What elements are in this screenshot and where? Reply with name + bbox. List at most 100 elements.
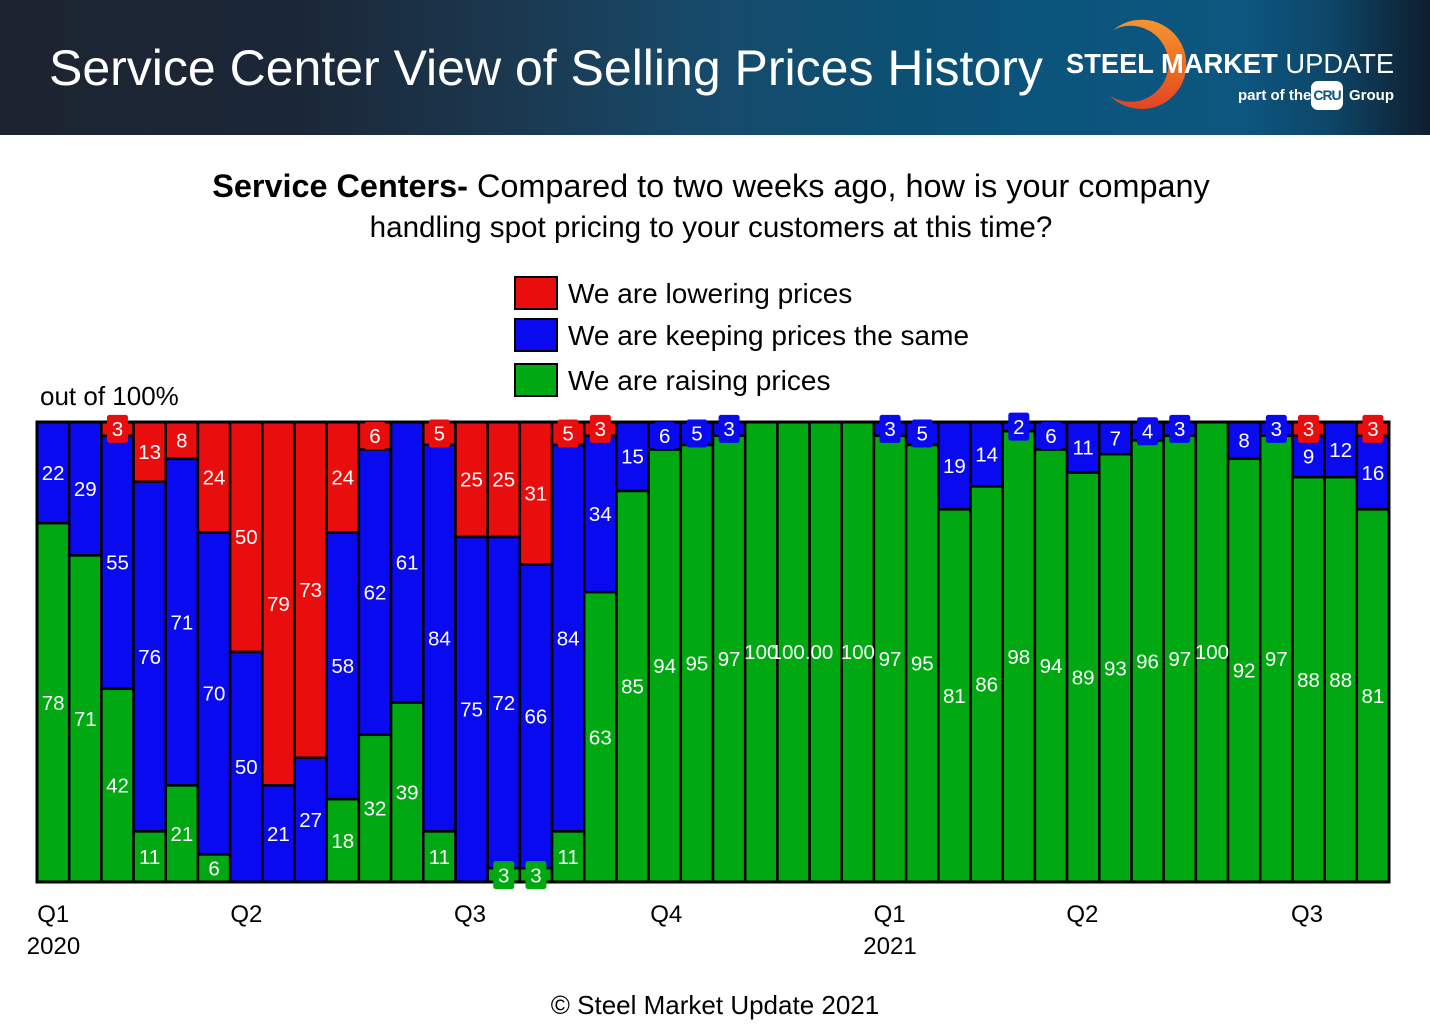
svg-text:61: 61 xyxy=(396,552,419,575)
svg-text:62: 62 xyxy=(364,581,387,604)
svg-text:81: 81 xyxy=(943,685,966,708)
svg-text:24: 24 xyxy=(331,466,354,489)
svg-text:79: 79 xyxy=(267,593,290,616)
svg-text:42: 42 xyxy=(106,775,129,798)
svg-text:6: 6 xyxy=(659,425,670,448)
svg-text:84: 84 xyxy=(557,627,580,650)
svg-text:Q2: Q2 xyxy=(230,901,262,928)
svg-text:76: 76 xyxy=(138,646,161,669)
svg-text:5: 5 xyxy=(917,423,928,446)
svg-text:100: 100 xyxy=(1195,641,1229,664)
svg-text:Q2: Q2 xyxy=(1066,901,1098,928)
svg-text:21: 21 xyxy=(267,823,290,846)
svg-text:89: 89 xyxy=(1072,667,1095,690)
svg-text:3: 3 xyxy=(530,864,541,887)
svg-text:6: 6 xyxy=(208,857,219,880)
svg-text:92: 92 xyxy=(1233,660,1256,683)
svg-text:81: 81 xyxy=(1361,685,1384,708)
svg-text:71: 71 xyxy=(74,708,97,731)
svg-text:97: 97 xyxy=(1168,648,1191,671)
svg-text:72: 72 xyxy=(492,692,515,715)
svg-text:3: 3 xyxy=(1271,418,1282,441)
svg-text:3: 3 xyxy=(723,418,734,441)
svg-text:66: 66 xyxy=(525,706,548,729)
svg-text:11: 11 xyxy=(139,846,160,869)
svg-text:15: 15 xyxy=(621,446,644,469)
svg-text:39: 39 xyxy=(396,782,419,805)
svg-text:98: 98 xyxy=(1007,646,1030,669)
svg-text:Q3: Q3 xyxy=(1291,901,1323,928)
svg-text:29: 29 xyxy=(74,478,97,501)
svg-text:14: 14 xyxy=(975,443,998,466)
svg-text:86: 86 xyxy=(975,673,998,696)
svg-text:3: 3 xyxy=(498,864,509,887)
svg-text:3: 3 xyxy=(1367,418,1378,441)
svg-text:95: 95 xyxy=(911,653,934,676)
svg-text:3: 3 xyxy=(595,418,606,441)
svg-text:50: 50 xyxy=(235,756,258,779)
svg-text:5: 5 xyxy=(562,423,573,446)
svg-text:88: 88 xyxy=(1297,669,1320,692)
svg-text:3: 3 xyxy=(1174,418,1185,441)
svg-text:6: 6 xyxy=(369,425,380,448)
svg-text:8: 8 xyxy=(1238,430,1249,453)
svg-text:16: 16 xyxy=(1361,462,1384,485)
svg-text:8: 8 xyxy=(176,430,187,453)
svg-text:2020: 2020 xyxy=(27,933,80,960)
svg-text:19: 19 xyxy=(943,455,966,478)
svg-text:73: 73 xyxy=(299,579,322,602)
svg-text:84: 84 xyxy=(428,627,451,650)
svg-text:Q1: Q1 xyxy=(874,901,906,928)
svg-text:100: 100 xyxy=(841,641,875,664)
svg-text:9: 9 xyxy=(1303,446,1314,469)
svg-text:13: 13 xyxy=(138,441,161,464)
svg-text:31: 31 xyxy=(525,483,548,506)
svg-text:93: 93 xyxy=(1104,657,1127,680)
svg-text:85: 85 xyxy=(621,676,644,699)
svg-text:27: 27 xyxy=(299,809,322,832)
svg-text:6: 6 xyxy=(1045,425,1056,448)
svg-text:18: 18 xyxy=(331,830,354,853)
svg-text:95: 95 xyxy=(685,653,708,676)
svg-text:4: 4 xyxy=(1142,420,1153,443)
svg-text:3: 3 xyxy=(112,418,123,441)
svg-text:97: 97 xyxy=(879,648,902,671)
svg-text:55: 55 xyxy=(106,552,129,575)
svg-text:25: 25 xyxy=(492,469,515,492)
svg-text:58: 58 xyxy=(331,655,354,678)
svg-text:70: 70 xyxy=(203,683,226,706)
svg-text:11: 11 xyxy=(1073,437,1094,460)
svg-text:Q4: Q4 xyxy=(650,901,682,928)
svg-text:5: 5 xyxy=(691,423,702,446)
svg-text:100: 100 xyxy=(744,641,778,664)
svg-text:97: 97 xyxy=(718,648,741,671)
svg-text:7: 7 xyxy=(1110,427,1121,450)
svg-text:2: 2 xyxy=(1013,416,1024,439)
svg-text:94: 94 xyxy=(653,655,676,678)
svg-text:71: 71 xyxy=(170,611,193,634)
svg-text:21: 21 xyxy=(170,823,193,846)
svg-text:63: 63 xyxy=(589,726,612,749)
svg-text:25: 25 xyxy=(460,469,483,492)
svg-text:5: 5 xyxy=(434,423,445,446)
svg-text:3: 3 xyxy=(1303,418,1314,441)
svg-text:12: 12 xyxy=(1329,439,1352,462)
svg-text:22: 22 xyxy=(42,462,65,485)
svg-text:3: 3 xyxy=(884,418,895,441)
svg-text:Q1: Q1 xyxy=(37,901,69,928)
svg-text:34: 34 xyxy=(589,503,612,526)
svg-text:88: 88 xyxy=(1329,669,1352,692)
svg-text:Q3: Q3 xyxy=(454,901,486,928)
svg-text:96: 96 xyxy=(1136,650,1159,673)
svg-text:78: 78 xyxy=(42,692,65,715)
svg-text:2021: 2021 xyxy=(863,933,916,960)
svg-text:11: 11 xyxy=(429,846,450,869)
svg-text:97: 97 xyxy=(1265,648,1288,671)
svg-text:75: 75 xyxy=(460,699,483,722)
svg-text:50: 50 xyxy=(235,526,258,549)
svg-text:100.00: 100.00 xyxy=(771,641,834,664)
svg-text:32: 32 xyxy=(364,798,387,821)
svg-text:24: 24 xyxy=(203,466,226,489)
svg-text:out of 100%: out of 100% xyxy=(40,381,179,411)
svg-text:11: 11 xyxy=(557,846,578,869)
